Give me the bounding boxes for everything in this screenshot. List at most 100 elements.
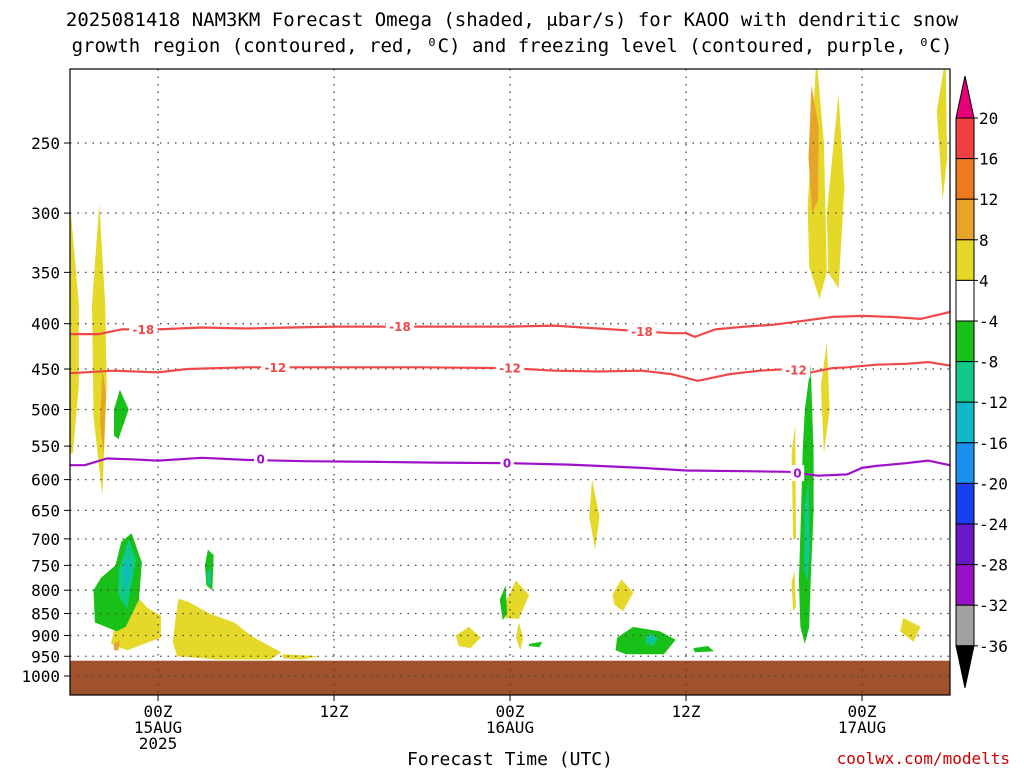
- colorbar: 20 16 12 8 4 -4 -8 -12 -16 -20 -24 -28 -32 -36: [955, 75, 1008, 688]
- colorbar-label-8: -16: [979, 434, 1008, 453]
- ytick-label-750: 750: [31, 556, 60, 575]
- omega-region-25: [693, 646, 714, 653]
- ytick-label-1000: 1000: [21, 667, 60, 686]
- contour-label-bg-0: [129, 321, 158, 338]
- contour-label-5: -12: [785, 363, 807, 377]
- contour-label-6: 0: [256, 453, 264, 467]
- omega-region-19: [114, 640, 120, 651]
- colorbar-label-3: 8: [979, 231, 989, 250]
- omega-region-5: [455, 626, 481, 649]
- contour-labels: -18 -18 -18 -12 -12 -12 0 0 0: [129, 318, 811, 482]
- omega-region-14: [820, 342, 830, 454]
- colorbar-label-13: -36: [979, 637, 1008, 656]
- contour-label-bg-6: [253, 451, 268, 468]
- colorbar-cell-6: [955, 320, 975, 363]
- ytick-label-650: 650: [31, 501, 60, 520]
- colorbar-top-arrow: [955, 75, 975, 119]
- omega-region-6: [502, 580, 530, 619]
- contour-label-bg-7: [500, 455, 514, 472]
- colorbar-label-9: -20: [979, 474, 1008, 493]
- omega-region-13: [791, 570, 796, 612]
- ytick-label-600: 600: [31, 471, 60, 490]
- colorbar-cell-13: [955, 604, 975, 647]
- xtick-label-3-0: 12Z: [672, 702, 701, 721]
- contour-label-0: -18: [132, 323, 154, 337]
- contour--12-1: [70, 361, 950, 382]
- contour-label-4: -12: [499, 362, 521, 376]
- omega-region-4: [282, 654, 320, 660]
- xtick-label-4-0: 00Z: [848, 702, 877, 721]
- chart-title-line2: growth region (contoured, red, ⁰C) and f…: [72, 35, 953, 57]
- colorbar-cell-2: [955, 158, 975, 200]
- colorbar-label-10: -24: [979, 515, 1008, 534]
- omega-region-22: [114, 389, 129, 440]
- colorbar-label-4: 4: [979, 271, 989, 290]
- credit-text: coolwx.com/modelts: [837, 749, 1010, 768]
- omega-region-29: [206, 567, 211, 586]
- contour-0-2: [70, 456, 950, 477]
- y-axis: 250 300 350 400 450 500 550 600 650 700 750 800 850 9…: [21, 134, 70, 686]
- contour-label-bg-5: [781, 361, 811, 378]
- xtick-label-0-0: 00Z: [144, 702, 173, 721]
- contour-label-bg-4: [495, 360, 525, 377]
- omega-region-17: [808, 85, 819, 214]
- contour-label-bg-2: [627, 323, 657, 340]
- chart-title-line1: 2025081418 NAM3KM Forecast Omega (shaded…: [66, 9, 959, 31]
- ytick-label-950: 950: [31, 647, 60, 666]
- xtick-label-2-1: 16AUG: [486, 718, 534, 737]
- colorbar-cell-11: [955, 523, 975, 566]
- ytick-label-250: 250: [31, 134, 60, 153]
- omega-region-18: [100, 369, 106, 454]
- temperature-contours: [70, 310, 950, 477]
- omega-region-23: [499, 585, 508, 621]
- contour-label-bg-8: [790, 465, 805, 482]
- omega-region-32: [124, 555, 131, 591]
- colorbar-label-12: -32: [979, 596, 1008, 615]
- ytick-label-500: 500: [31, 401, 60, 420]
- xtick-label-2-0: 00Z: [496, 702, 525, 721]
- omega-region-12: [791, 424, 796, 539]
- xtick-label-1-0: 12Z: [320, 702, 349, 721]
- omega-region-26: [529, 641, 543, 648]
- ytick-label-300: 300: [31, 204, 60, 223]
- omega-region-11: [826, 93, 845, 289]
- ytick-label-350: 350: [31, 263, 60, 282]
- omega-region-15: [900, 618, 921, 642]
- omega-region-8: [589, 479, 600, 550]
- ytick-label-400: 400: [31, 315, 60, 334]
- colorbar-label-7: -12: [979, 393, 1008, 412]
- omega-region-3: [172, 598, 282, 660]
- colorbar-label-6: -8: [979, 353, 998, 372]
- omega-region-16: [936, 69, 948, 201]
- ytick-label-850: 850: [31, 605, 60, 624]
- colorbar-cell-4: [955, 239, 975, 281]
- omega-region-24: [615, 626, 676, 655]
- omega-region-31: [804, 479, 810, 581]
- colorbar-label-11: -28: [979, 556, 1008, 575]
- omega-region-0: [70, 210, 79, 454]
- colorbar-cell-12: [955, 564, 975, 606]
- omega-region-7: [515, 622, 524, 651]
- colorbar-cell-3: [955, 198, 975, 241]
- xtick-label-0-1: 15AUG: [134, 718, 182, 737]
- omega-region-9: [612, 579, 634, 612]
- contour-label-bg-3: [261, 359, 290, 376]
- colorbar-label-0: 20: [979, 109, 998, 128]
- colorbar-label-5: -4: [979, 312, 998, 331]
- xtick-label-4-1: 17AUG: [838, 718, 886, 737]
- ytick-label-800: 800: [31, 581, 60, 600]
- contour-label-bg-1: [385, 318, 415, 335]
- contour-label-8: 0: [793, 467, 801, 481]
- ytick-label-700: 700: [31, 530, 60, 549]
- colorbar-cell-9: [955, 442, 975, 484]
- colorbar-label-1: 16: [979, 150, 998, 169]
- contour-label-1: -18: [389, 320, 411, 334]
- contour-label-7: 0: [503, 457, 511, 471]
- contour-label-3: -12: [264, 361, 286, 375]
- colorbar-label-2: 12: [979, 190, 998, 209]
- xtick-label-0-2: 2025: [139, 734, 178, 753]
- ytick-label-550: 550: [31, 437, 60, 456]
- contour-label-2: -18: [631, 325, 653, 339]
